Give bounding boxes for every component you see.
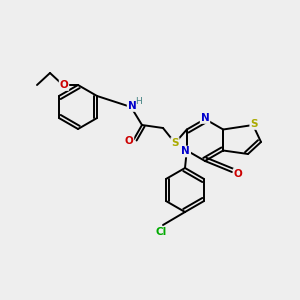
Text: N: N: [128, 101, 136, 111]
Text: S: S: [171, 138, 179, 148]
Text: N: N: [201, 113, 209, 123]
Text: S: S: [250, 119, 258, 129]
Text: N: N: [182, 146, 190, 157]
Text: O: O: [234, 169, 242, 179]
Text: O: O: [60, 80, 68, 90]
Text: Cl: Cl: [155, 227, 167, 237]
Text: H: H: [135, 98, 141, 106]
Text: O: O: [124, 136, 134, 146]
